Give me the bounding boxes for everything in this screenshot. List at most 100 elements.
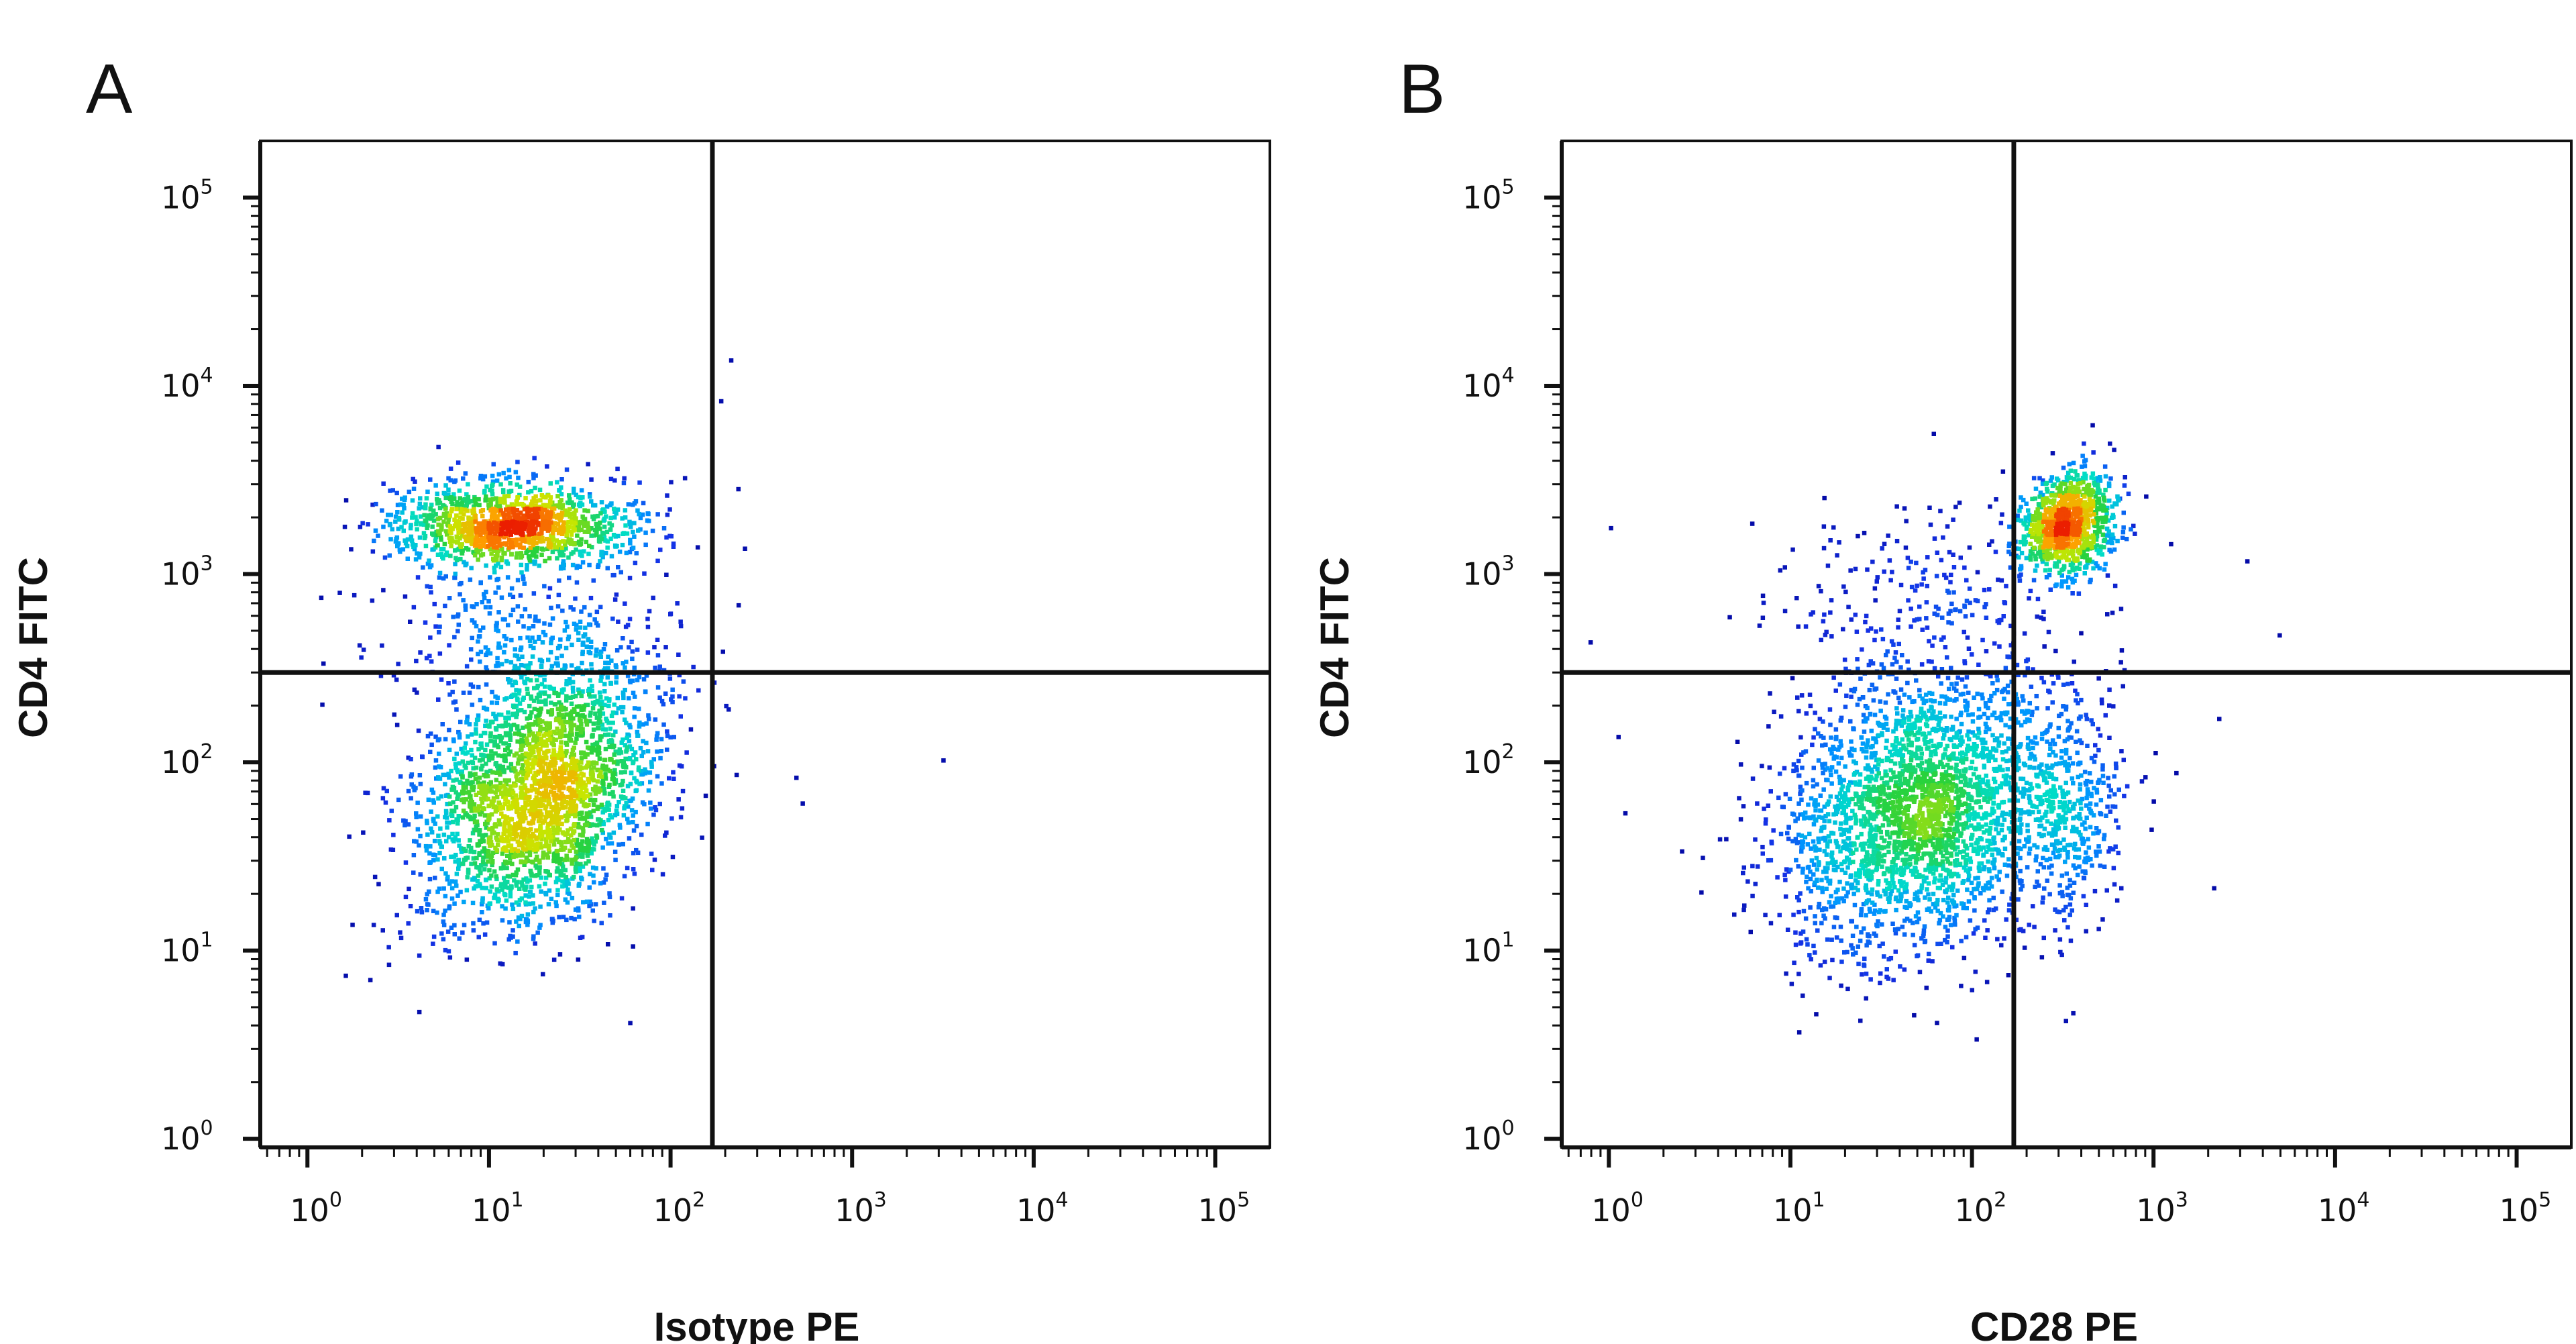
y-tick-label: 102 (161, 740, 213, 780)
event-dot (612, 478, 617, 483)
event-dot (516, 619, 521, 624)
event-dot (536, 769, 541, 774)
event-dot (499, 558, 504, 563)
event-dot (2076, 701, 2080, 706)
event-dot (515, 528, 520, 533)
event-dot (463, 857, 468, 862)
event-dot (494, 876, 499, 882)
event-dot (587, 544, 592, 548)
event-dot (598, 605, 603, 609)
event-dot (553, 798, 557, 803)
event-dot (1962, 629, 1966, 635)
event-dot (439, 794, 444, 799)
event-dot (528, 678, 533, 683)
event-dot (655, 637, 660, 642)
event-dot (468, 838, 472, 843)
event-dot (675, 601, 680, 606)
event-dot (566, 887, 570, 892)
event-dot (546, 827, 551, 833)
event-dot (539, 791, 544, 796)
event-dot (521, 809, 526, 815)
event-dot (635, 648, 640, 652)
event-dot (502, 541, 507, 546)
event-dot (1986, 910, 1990, 915)
event-dot (528, 889, 533, 894)
event-dot (447, 524, 453, 529)
event-dot (483, 747, 488, 753)
event-dot (498, 866, 504, 871)
event-dot (513, 854, 519, 859)
event-dot (584, 644, 589, 649)
event-dot (1896, 641, 1901, 647)
event-dot (490, 803, 494, 807)
event-dot (510, 862, 515, 866)
event-dot (537, 563, 541, 568)
event-dot (647, 717, 651, 721)
event-dot (519, 850, 525, 855)
event-dot (349, 547, 354, 552)
event-dot (1996, 577, 2000, 582)
event-dot (429, 513, 433, 517)
event-dot (570, 505, 576, 509)
event-dot (508, 890, 513, 895)
event-dot (513, 831, 518, 836)
event-dot (492, 520, 496, 525)
event-dot (2121, 684, 2125, 688)
event-dot (455, 629, 460, 633)
event-dot (539, 798, 543, 804)
event-dot (2029, 684, 2034, 689)
event-dot (428, 477, 433, 482)
event-dot (582, 517, 588, 521)
event-dot (549, 805, 554, 810)
event-dot (531, 893, 535, 898)
event-dot (565, 719, 570, 725)
event-dot (670, 687, 675, 692)
event-dot (454, 752, 459, 756)
event-dot (473, 537, 478, 542)
event-dot (1975, 599, 1980, 604)
event-dot (523, 517, 528, 522)
event-dot (604, 696, 609, 701)
event-dot (524, 856, 529, 860)
event-dot (386, 513, 390, 517)
event-dot (1959, 984, 1964, 988)
event-dot (601, 786, 606, 791)
event-dot (585, 850, 590, 856)
event-dot (569, 915, 574, 921)
event-dot (559, 553, 564, 558)
event-dot (2079, 740, 2084, 745)
event-dot (535, 800, 540, 805)
event-dot (496, 843, 500, 847)
event-dot (427, 558, 431, 563)
event-dot (502, 500, 507, 505)
event-dot (577, 690, 582, 696)
event-dot (494, 887, 499, 892)
event-dot (603, 772, 608, 777)
event-dot (1921, 576, 1926, 581)
event-dot (520, 535, 525, 539)
event-dot (549, 686, 553, 691)
event-dot (646, 788, 651, 793)
event-dot (1921, 933, 1926, 939)
event-dot (2061, 682, 2066, 687)
event-dot (568, 826, 574, 831)
event-dot (529, 513, 534, 518)
event-dot (631, 753, 636, 758)
event-dot (522, 770, 527, 775)
event-dot (580, 689, 585, 694)
event-dot (1799, 940, 1804, 945)
event-dot (492, 570, 497, 575)
event-dot (390, 847, 396, 852)
event-dot (388, 488, 392, 493)
event-dot (531, 731, 535, 736)
event-dot (1717, 837, 1723, 842)
event-dot (564, 682, 569, 686)
event-dot (539, 796, 544, 801)
event-dot (1965, 635, 1970, 640)
event-dot (1960, 677, 1965, 682)
event-dot (574, 694, 578, 699)
event-dot (497, 822, 502, 827)
event-dot (1776, 795, 1781, 800)
event-dot (616, 842, 621, 847)
event-dot (522, 886, 527, 891)
